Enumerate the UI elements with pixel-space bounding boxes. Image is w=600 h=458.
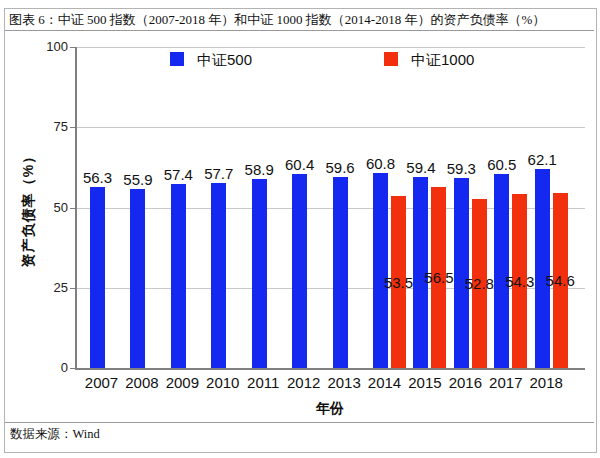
bar-label-中证500-2012: 60.4 — [280, 156, 320, 173]
bar-label-中证1000-2018: 54.6 — [540, 272, 580, 289]
bar-label-中证500-2016: 59.3 — [441, 160, 481, 177]
x-tick-label-2009: 2009 — [160, 374, 204, 391]
bar-中证500-2013 — [333, 177, 348, 368]
bar-label-中证500-2011: 58.9 — [239, 161, 279, 178]
bar-中证500-2010 — [211, 183, 226, 368]
x-tick-label-2016: 2016 — [443, 374, 487, 391]
bar-中证500-2016 — [454, 178, 469, 368]
y-axis-title-holder: 资产负债率（%） — [14, 47, 44, 368]
legend-label-中证1000: 中证1000 — [411, 51, 474, 70]
x-axis-title: 年份 — [300, 400, 360, 418]
bar-label-中证500-2018: 62.1 — [522, 151, 562, 168]
bar-中证500-2009 — [171, 184, 186, 368]
bar-label-中证500-2008: 55.9 — [118, 171, 158, 188]
chart-title: 图表 6：中证 500 指数（2007-2018 年）和中证 1000 指数（2… — [5, 11, 545, 29]
bar-中证500-2017 — [494, 174, 509, 368]
bar-label-中证500-2015: 59.4 — [401, 159, 441, 176]
bar-label-中证500-2017: 60.5 — [482, 156, 522, 173]
bar-label-中证500-2009: 57.4 — [158, 166, 198, 183]
legend-swatch-中证500 — [170, 52, 184, 66]
x-tick-label-2017: 2017 — [484, 374, 528, 391]
x-tick-label-2013: 2013 — [322, 374, 366, 391]
x-tick-label-2015: 2015 — [403, 374, 447, 391]
bar-中证500-2011 — [252, 179, 267, 368]
bar-中证500-2014 — [373, 173, 388, 368]
y-axis-line — [75, 47, 77, 368]
x-tick-label-2012: 2012 — [282, 374, 326, 391]
y-axis-title: 资产负债率（%） — [20, 148, 38, 266]
x-tick-label-2011: 2011 — [241, 374, 285, 391]
bar-label-中证500-2014: 60.8 — [361, 155, 401, 172]
x-tick-label-2014: 2014 — [363, 374, 407, 391]
source-row: 数据来源：Wind — [5, 422, 594, 452]
legend-swatch-中证1000 — [384, 52, 398, 66]
title-row: 图表 6：中证 500 指数（2007-2018 年）和中证 1000 指数（2… — [5, 9, 594, 31]
x-tick-label-2008: 2008 — [120, 374, 164, 391]
bar-中证500-2008 — [130, 189, 145, 368]
report-page: 图表 6：中证 500 指数（2007-2018 年）和中证 1000 指数（2… — [0, 0, 600, 458]
x-tick-label-2018: 2018 — [524, 374, 568, 391]
bar-中证500-2007 — [90, 187, 105, 368]
legend-label-中证500: 中证500 — [197, 51, 252, 70]
data-source: 数据来源：Wind — [5, 423, 594, 443]
bar-label-中证500-2013: 59.6 — [320, 159, 360, 176]
bar-中证500-2012 — [292, 174, 307, 368]
gridline-75 — [75, 127, 585, 128]
bar-label-中证500-2007: 56.3 — [78, 169, 118, 186]
x-tick-label-2007: 2007 — [80, 374, 124, 391]
x-tick-label-2010: 2010 — [201, 374, 245, 391]
bar-label-中证500-2010: 57.7 — [199, 165, 239, 182]
gridline-100 — [75, 47, 585, 48]
bar-chart: 025507510056.3200755.9200857.4200957.720… — [0, 30, 600, 422]
x-axis-line — [75, 368, 585, 370]
bar-中证500-2018 — [535, 169, 550, 368]
